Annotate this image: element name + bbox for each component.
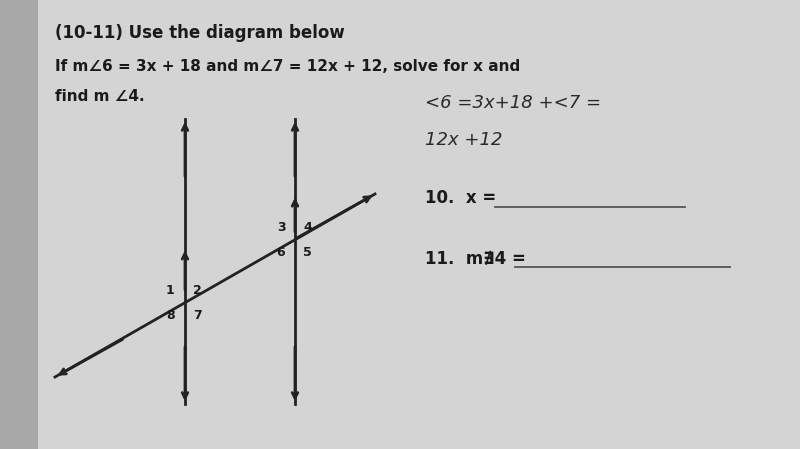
Text: 12x +12: 12x +12 <box>425 131 502 149</box>
FancyBboxPatch shape <box>0 0 38 449</box>
Text: 6: 6 <box>277 246 286 259</box>
Text: 2: 2 <box>194 284 202 296</box>
Text: 10.  x =: 10. x = <box>425 189 502 207</box>
Text: 5: 5 <box>303 246 312 259</box>
Text: 7: 7 <box>194 309 202 322</box>
Text: 4: 4 <box>303 220 312 233</box>
Text: If m∠6 = 3x + 18 and m∠7 = 12x + 12, solve for x and: If m∠6 = 3x + 18 and m∠7 = 12x + 12, sol… <box>55 59 520 74</box>
Text: 3: 3 <box>277 220 286 233</box>
Text: find m ∠4.: find m ∠4. <box>55 89 145 104</box>
Text: (10-11) Use the diagram below: (10-11) Use the diagram below <box>55 24 345 42</box>
Text: 11.  m∄4 =: 11. m∄4 = <box>425 249 532 267</box>
Text: 1: 1 <box>166 284 174 296</box>
Text: 8: 8 <box>166 309 175 322</box>
Text: <6 =3x+18 +<7 =: <6 =3x+18 +<7 = <box>425 94 601 112</box>
